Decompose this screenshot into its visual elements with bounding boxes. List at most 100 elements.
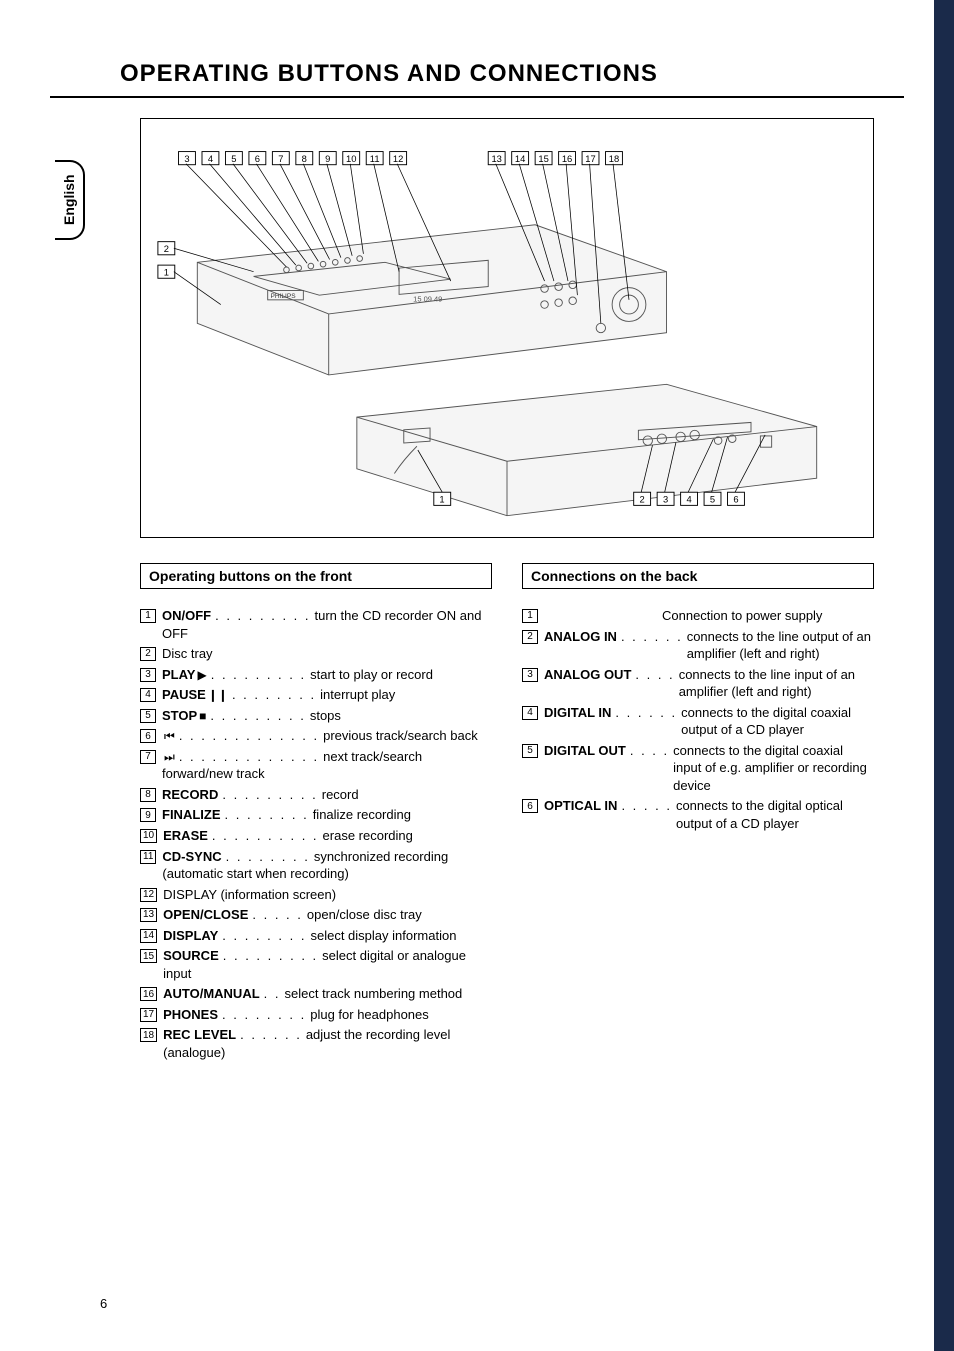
item-text: FINALIZE. . . . . . . .finalize recordin… bbox=[162, 806, 492, 824]
conn-label: OPTICAL IN. . . . . bbox=[544, 797, 676, 815]
item-text: OPEN/CLOSE. . . . .open/close disc tray bbox=[163, 906, 492, 924]
front-item: 16AUTO/MANUAL. .select track numbering m… bbox=[140, 985, 492, 1003]
front-item: 1 ON/OFF. . . . . . . . .turn the CD reco… bbox=[140, 607, 492, 642]
back-item: 6OPTICAL IN. . . . .connects to the digi… bbox=[522, 797, 874, 832]
front-item: 2 Disc tray bbox=[140, 645, 492, 663]
front-item: 18 REC LEVEL. . . . . .adjust the recordi… bbox=[140, 1026, 492, 1061]
svg-text:9: 9 bbox=[325, 154, 330, 164]
svg-text:2: 2 bbox=[164, 244, 169, 254]
item-text: STOP■. . . . . . . . .stops bbox=[162, 707, 492, 725]
item-text: SOURCE. . . . . . . . .select digital or… bbox=[163, 947, 492, 982]
item-number-box: 12 bbox=[140, 888, 157, 902]
svg-text:6: 6 bbox=[733, 495, 738, 505]
front-item: 9 FINALIZE. . . . . . . .finalize recordi… bbox=[140, 806, 492, 824]
language-tab: English bbox=[55, 160, 85, 240]
item-text: PHONES. . . . . . . .plug for headphones bbox=[163, 1006, 492, 1024]
item-number-box: 10 bbox=[140, 829, 157, 843]
item-text: PAUSE❙❙. . . . . . . .interrupt play bbox=[162, 686, 492, 704]
svg-text:13: 13 bbox=[491, 154, 501, 164]
svg-text:4: 4 bbox=[686, 495, 691, 505]
item-text: ON/OFF. . . . . . . . .turn the CD recor… bbox=[162, 607, 492, 642]
svg-text:17: 17 bbox=[585, 154, 595, 164]
title-underline bbox=[50, 96, 904, 98]
item-number-box: 13 bbox=[140, 908, 157, 922]
item-text: DISPLAY. . . . . . . .select display inf… bbox=[163, 927, 492, 945]
front-item: 15 SOURCE. . . . . . . . .select digital … bbox=[140, 947, 492, 982]
svg-text:3: 3 bbox=[184, 154, 189, 164]
svg-text:1: 1 bbox=[439, 495, 444, 505]
item-number-box: 7 bbox=[140, 750, 156, 764]
svg-text:6: 6 bbox=[255, 154, 260, 164]
back-column: Connections on the back 1 Connection to p… bbox=[522, 563, 874, 1065]
front-item: 5STOP■. . . . . . . . .stops bbox=[140, 707, 492, 725]
item-text: REC LEVEL. . . . . .adjust the recording… bbox=[163, 1026, 492, 1061]
svg-text:5: 5 bbox=[231, 154, 236, 164]
item-number-box: 2 bbox=[522, 630, 538, 644]
item-number-box: 17 bbox=[140, 1008, 157, 1022]
front-item: 10 ERASE. . . . . . . . . .erase recordin… bbox=[140, 827, 492, 845]
svg-text:11: 11 bbox=[370, 154, 380, 164]
conn-label: ANALOG OUT. . . . bbox=[544, 666, 679, 684]
svg-text:2: 2 bbox=[640, 495, 645, 505]
item-text: AUTO/MANUAL. .select track numbering met… bbox=[163, 985, 492, 1003]
svg-text:5: 5 bbox=[710, 495, 715, 505]
item-number-box: 18 bbox=[140, 1028, 157, 1042]
svg-text:16: 16 bbox=[562, 154, 572, 164]
svg-text:12: 12 bbox=[393, 154, 403, 164]
back-item: 4DIGITAL IN. . . . . .connects to the di… bbox=[522, 704, 874, 739]
item-number-box: 5 bbox=[522, 744, 538, 758]
front-item: 13 OPEN/CLOSE. . . . .open/close disc tra… bbox=[140, 906, 492, 924]
item-text: ERASE. . . . . . . . . .erase recording bbox=[163, 827, 492, 845]
conn-label: DIGITAL OUT. . . . bbox=[544, 742, 673, 760]
conn-label: ANALOG IN. . . . . . bbox=[544, 628, 687, 646]
svg-text:7: 7 bbox=[278, 154, 283, 164]
device-diagram: 3456789101112 131415161718 21 15 09 49 bbox=[140, 118, 874, 538]
front-item: 3 PLAY▶. . . . . . . . .start to play or … bbox=[140, 666, 492, 684]
item-text: PLAY▶. . . . . . . . .start to play or r… bbox=[162, 666, 492, 684]
front-item: 12 DISPLAY (information screen) bbox=[140, 886, 492, 904]
svg-text:10: 10 bbox=[346, 154, 356, 164]
item-text: ⏮. . . . . . . . . . . . .previous track… bbox=[162, 727, 492, 745]
item-number-box: 1 bbox=[140, 609, 156, 623]
item-number-box: 6 bbox=[522, 799, 538, 813]
item-number-box: 15 bbox=[140, 949, 157, 963]
conn-desc: connects to the digital coaxial output o… bbox=[681, 704, 874, 739]
conn-desc: connects to the digital coaxial input of… bbox=[673, 742, 874, 795]
item-number-box: 2 bbox=[140, 647, 156, 661]
svg-text:15 09 49: 15 09 49 bbox=[413, 295, 442, 304]
front-item: 7⏭. . . . . . . . . . . . .next track/se… bbox=[140, 748, 492, 783]
item-number-box: 14 bbox=[140, 929, 157, 943]
svg-text:14: 14 bbox=[515, 154, 525, 164]
conn-desc: Connection to power supply bbox=[662, 607, 874, 625]
item-number-box: 3 bbox=[522, 668, 538, 682]
front-item: 14 DISPLAY. . . . . . . .select display i… bbox=[140, 927, 492, 945]
item-number-box: 9 bbox=[140, 808, 156, 822]
item-text: CD-SYNC. . . . . . . .synchronized recor… bbox=[162, 848, 492, 883]
item-number-box: 3 bbox=[140, 668, 156, 682]
front-items-list: 1 ON/OFF. . . . . . . . .turn the CD reco… bbox=[140, 607, 492, 1062]
front-column: Operating buttons on the front 1ON/OFF. … bbox=[140, 563, 492, 1065]
front-item: 6 ⏮. . . . . . . . . . . . .previous trac… bbox=[140, 727, 492, 745]
content-columns: Operating buttons on the front 1ON/OFF. … bbox=[140, 563, 874, 1065]
back-item: 1 Connection to power supply bbox=[522, 607, 874, 625]
page-number: 6 bbox=[100, 1296, 107, 1311]
svg-text:4: 4 bbox=[208, 154, 213, 164]
back-item: 3 ANALOG OUT. . . .connects to the line i… bbox=[522, 666, 874, 701]
conn-desc: connects to the line output of an amplif… bbox=[687, 628, 874, 663]
item-number-box: 11 bbox=[140, 850, 156, 864]
back-items-list: 1 Connection to power supply 2 ANALOG IN. .… bbox=[522, 607, 874, 833]
front-item: 4 PAUSE❙❙. . . . . . . .interrupt play bbox=[140, 686, 492, 704]
svg-text:18: 18 bbox=[609, 154, 619, 164]
svg-text:15: 15 bbox=[538, 154, 548, 164]
item-number-box: 4 bbox=[522, 706, 538, 720]
svg-text:PHILIPS: PHILIPS bbox=[271, 293, 297, 300]
item-text: DISPLAY (information screen) bbox=[163, 886, 492, 904]
item-text: RECORD. . . . . . . . .record bbox=[162, 786, 492, 804]
item-number-box: 1 bbox=[522, 609, 538, 623]
svg-text:8: 8 bbox=[302, 154, 307, 164]
back-header: Connections on the back bbox=[522, 563, 874, 589]
item-number-box: 6 bbox=[140, 729, 156, 743]
item-text: Disc tray bbox=[162, 645, 492, 663]
conn-desc: connects to the line input of an amplifi… bbox=[679, 666, 874, 701]
item-number-box: 4 bbox=[140, 688, 156, 702]
